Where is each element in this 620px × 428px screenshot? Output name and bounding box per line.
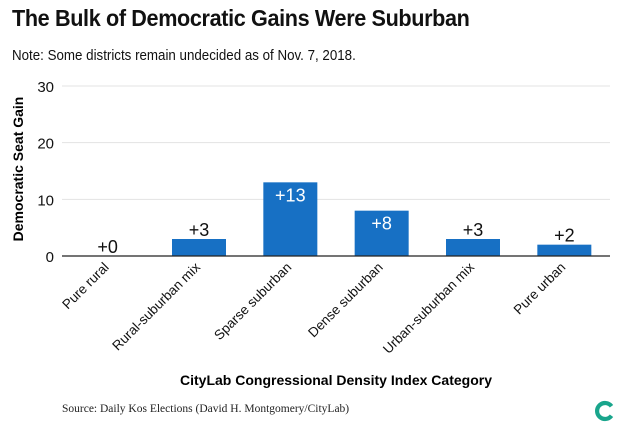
data-label: +13 [275,185,306,205]
data-label: +0 [97,237,118,257]
bar [172,239,226,256]
x-tick-label: Pure urban [511,260,569,318]
grid-lines [62,85,610,200]
citylab-logo-icon [595,400,614,422]
x-tick-label: Rural-suburban mix [109,259,203,353]
x-tick-label: Pure rural [59,260,112,313]
bar [263,182,318,256]
data-label: +2 [554,226,575,246]
y-tick-label: 20 [37,136,54,153]
bar [446,239,500,256]
bars [172,182,592,256]
x-tick-label: Urban-suburban mix [380,259,477,356]
data-labels: +0 +3 +13 +8 +3 +2 [97,185,574,257]
source-note: Source: Daily Kos Elections (David H. Mo… [62,403,350,415]
y-tick-label: 10 [37,192,54,209]
y-axis-label: Democratic Seat Gain [10,97,26,242]
bar [354,210,409,256]
bar [537,244,592,256]
chart-title: The Bulk of Democratic Gains Were Suburb… [12,5,470,31]
bar-chart: +0 +3 +13 +8 +3 +2 0 10 20 30 Pure ruralRural-su… [10,79,610,388]
data-label: +8 [371,214,392,234]
data-label: +3 [189,220,210,240]
x-tick-label: Sparse suburban [211,260,294,343]
data-label: +3 [463,220,484,240]
x-tick-label: Dense suburban [305,260,386,341]
y-tick-labels: 0 10 20 30 [37,79,54,266]
y-tick-label: 30 [37,79,54,96]
x-axis-label: CityLab Congressional Density Index Cate… [180,372,492,388]
y-tick-label: 0 [46,249,54,266]
chart-subtitle: Note: Some districts remain undecided as… [12,48,356,64]
